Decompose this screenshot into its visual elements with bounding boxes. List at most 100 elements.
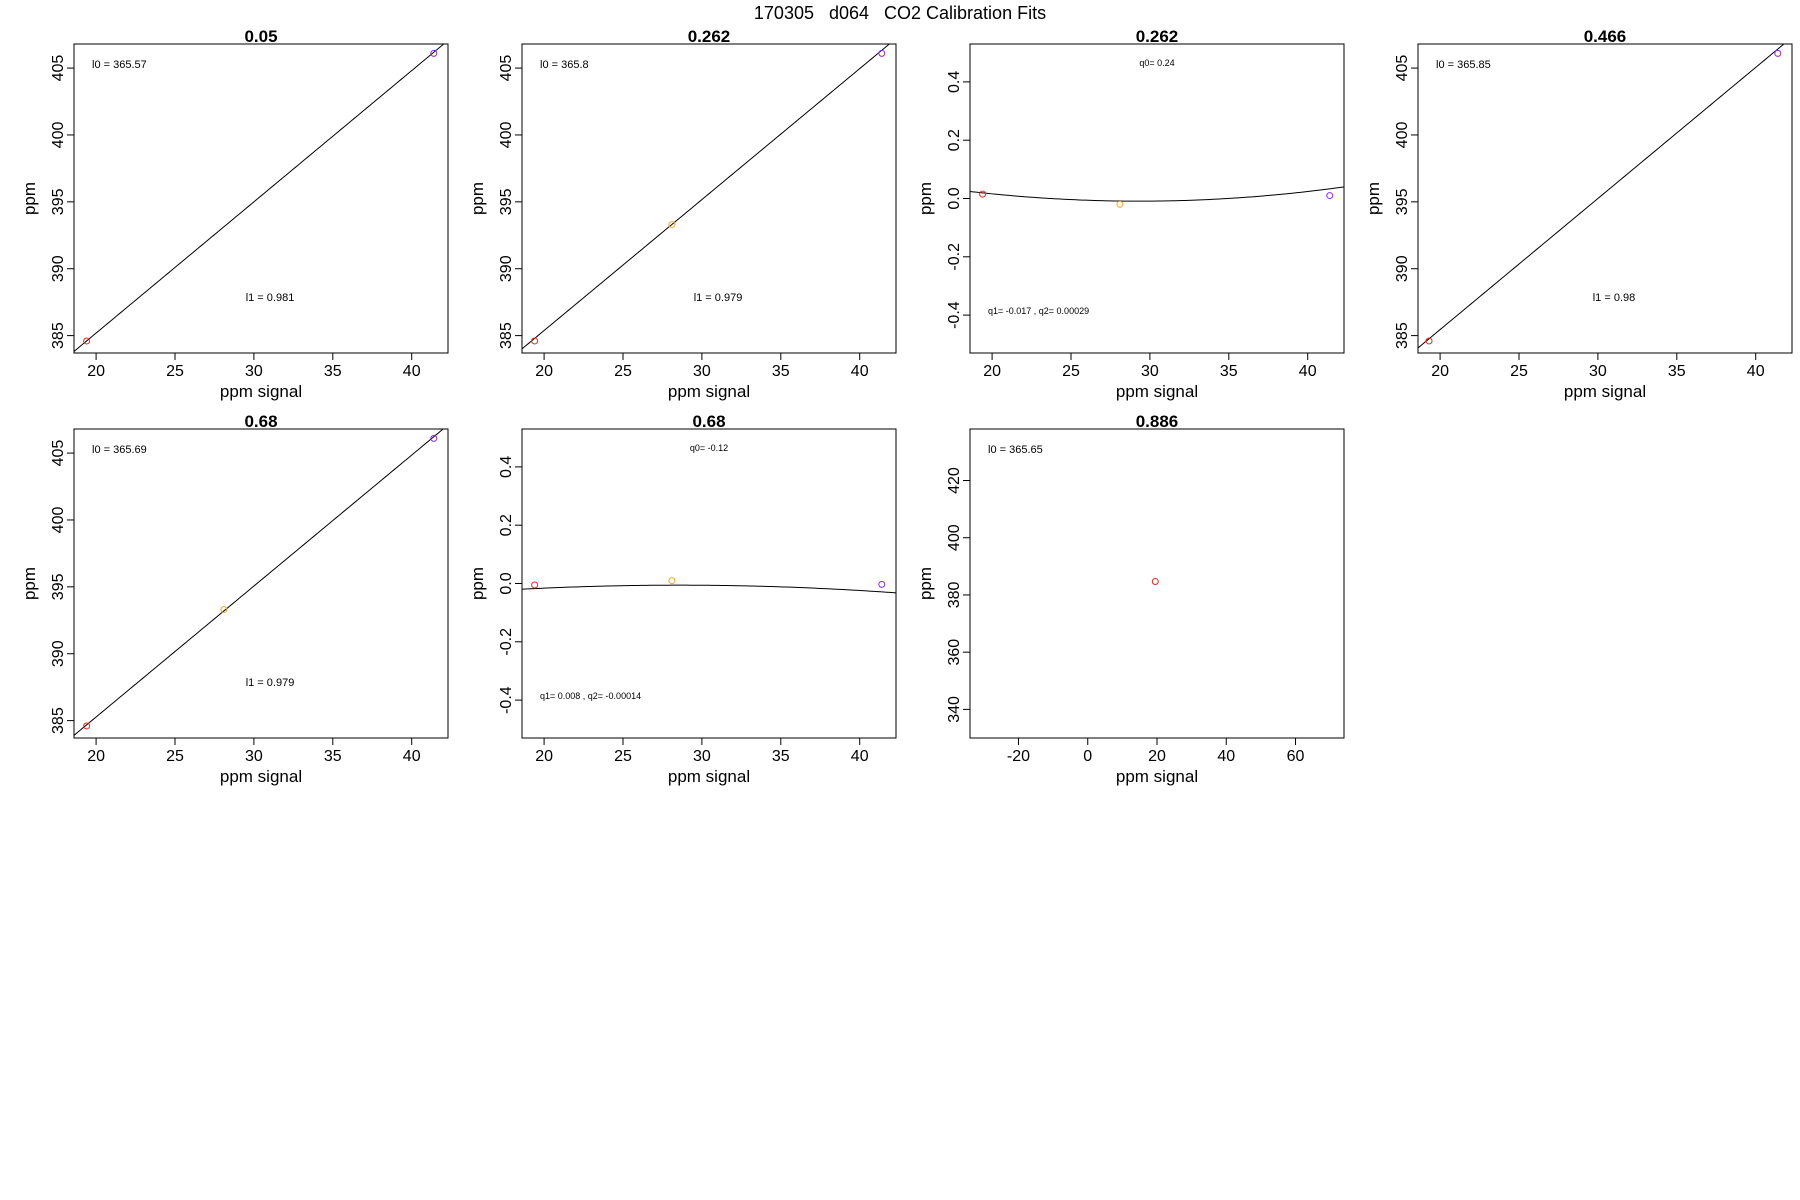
plot-frame <box>73 428 449 739</box>
data-point <box>1151 577 1159 585</box>
x-tick-label: 35 <box>324 748 342 765</box>
fit-line <box>74 44 445 352</box>
plot-panel: 0.68 20 25 30 35 40 ppm signal -0.4 -0.2 0.0 0.2 0.… <box>468 412 897 786</box>
x-axis-label: ppm signal <box>1116 382 1198 401</box>
fit-annotation: l0 = 365.57 <box>92 59 147 71</box>
x-tick-label: 20 <box>87 748 105 765</box>
y-tick-label: 390 <box>50 255 67 282</box>
data-point <box>83 722 91 730</box>
data-point <box>1326 192 1334 200</box>
x-tick-label: 35 <box>1668 363 1686 380</box>
y-tick-label: 0.4 <box>498 456 515 478</box>
x-axis-label: ppm signal <box>1564 382 1646 401</box>
plot-title: 0.05 <box>244 27 277 46</box>
fit-annotation: q0= 0.24 <box>1139 58 1174 68</box>
x-tick-label: 20 <box>87 363 105 380</box>
y-tick-label: 385 <box>498 322 515 349</box>
x-tick-label: 35 <box>772 363 790 380</box>
data-point <box>668 221 676 229</box>
x-tick-label: 35 <box>772 748 790 765</box>
data-point <box>83 337 91 345</box>
x-tick-label: 25 <box>166 363 184 380</box>
data-point <box>430 434 438 442</box>
fit-line <box>1418 44 1785 349</box>
y-tick-label: -0.4 <box>946 301 963 329</box>
y-axis-label: ppm <box>468 567 487 600</box>
x-tick-label: 25 <box>614 748 632 765</box>
x-tick-label: 30 <box>693 363 711 380</box>
y-tick-label: 420 <box>946 467 963 494</box>
data-point <box>668 577 676 585</box>
y-tick-label: -0.4 <box>498 686 515 714</box>
y-tick-label: 390 <box>50 640 67 667</box>
y-tick-label: 0.2 <box>946 129 963 151</box>
y-tick-label: 340 <box>946 696 963 723</box>
x-tick-label: 40 <box>851 748 869 765</box>
data-point <box>220 606 228 614</box>
fit-line <box>522 584 896 594</box>
plot-frame <box>1417 43 1793 354</box>
fit-annotation: l0 = 365.8 <box>540 59 589 71</box>
data-point <box>979 190 987 198</box>
data-point <box>1116 200 1124 208</box>
x-tick-label: 40 <box>1299 363 1317 380</box>
x-tick-label: 40 <box>851 363 869 380</box>
x-axis-label: ppm signal <box>220 767 302 786</box>
plot-title: 0.262 <box>1136 27 1179 46</box>
data-point <box>1774 49 1782 57</box>
x-tick-label: 30 <box>1589 363 1607 380</box>
x-tick-label: 25 <box>1510 363 1528 380</box>
data-point <box>531 337 539 345</box>
y-tick-label: 400 <box>498 122 515 149</box>
x-axis-label: ppm signal <box>668 382 750 401</box>
x-tick-label: 30 <box>245 363 263 380</box>
x-tick-label: 25 <box>1062 363 1080 380</box>
fit-annotation: q1= -0.017 , q2= 0.00029 <box>988 306 1089 316</box>
plot-panel: 0.68 20 25 30 35 40 ppm signal 385 390 395 400 405 p… <box>20 412 449 786</box>
x-tick-label: 30 <box>693 748 711 765</box>
x-tick-label: 0 <box>1083 748 1092 765</box>
y-axis-label: ppm <box>916 567 935 600</box>
fit-annotation: l1 = 0.979 <box>246 677 295 689</box>
data-point <box>430 49 438 57</box>
y-tick-label: 400 <box>1394 122 1411 149</box>
y-tick-label: -0.2 <box>946 243 963 271</box>
x-tick-label: 40 <box>1217 748 1235 765</box>
x-tick-label: 30 <box>245 748 263 765</box>
plot-panel: 0.05 20 25 30 35 40 ppm signal 385 390 395 400 405 p… <box>20 27 449 401</box>
y-tick-label: 0.2 <box>498 514 515 536</box>
y-tick-label: 395 <box>498 188 515 215</box>
y-tick-label: 390 <box>1394 255 1411 282</box>
x-axis-label: ppm signal <box>220 382 302 401</box>
y-tick-label: 395 <box>1394 188 1411 215</box>
y-tick-label: 405 <box>50 440 67 467</box>
plot-panel: 0.886 -20 0 20 40 60 ppm signal 340 360 380 400 420… <box>916 412 1345 786</box>
y-tick-label: 385 <box>50 707 67 734</box>
plot-panel: 0.262 20 25 30 35 40 ppm signal 385 390 395 400 405… <box>468 27 897 401</box>
y-axis-label: ppm <box>20 182 39 215</box>
fit-line <box>522 44 891 350</box>
fit-annotation: l0 = 365.69 <box>92 444 147 456</box>
fit-annotation: l1 = 0.981 <box>246 292 295 304</box>
y-tick-label: 400 <box>50 122 67 149</box>
y-axis-label: ppm <box>20 567 39 600</box>
y-axis-label: ppm <box>1364 182 1383 215</box>
y-tick-label: 405 <box>50 55 67 82</box>
y-axis-label: ppm <box>916 182 935 215</box>
x-tick-label: 20 <box>535 363 553 380</box>
data-point <box>1425 337 1433 345</box>
y-tick-label: 395 <box>50 188 67 215</box>
plot-frame <box>521 43 897 354</box>
x-tick-label: 20 <box>535 748 553 765</box>
y-tick-label: 400 <box>50 507 67 534</box>
y-axis-label: ppm <box>468 182 487 215</box>
plot-panel: 0.466 20 25 30 35 40 ppm signal 385 390 395 400 405… <box>1364 27 1793 401</box>
x-axis-label: ppm signal <box>1116 767 1198 786</box>
plot-title: 0.886 <box>1136 412 1179 431</box>
fit-annotation: l0 = 365.85 <box>1436 59 1491 71</box>
plot-title: 0.262 <box>688 27 731 46</box>
y-tick-label: 0.4 <box>946 71 963 93</box>
data-point <box>878 580 886 588</box>
plot-title: 0.466 <box>1584 27 1627 46</box>
x-tick-label: 25 <box>614 363 632 380</box>
